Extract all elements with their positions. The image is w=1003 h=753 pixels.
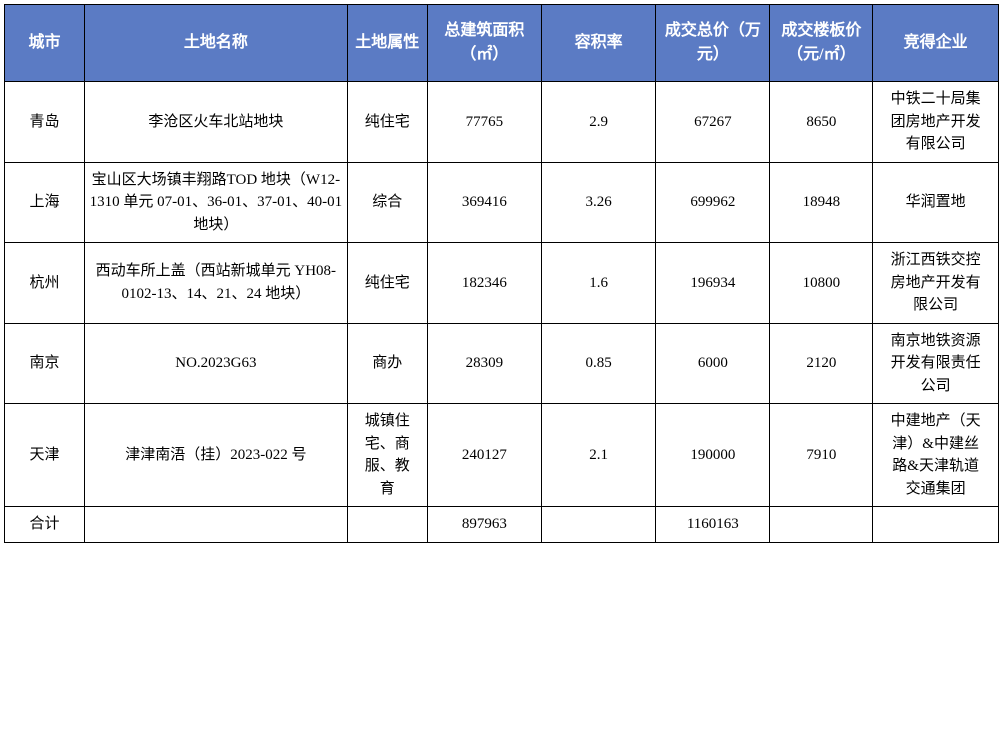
- col-buyer: 竞得企业: [873, 5, 999, 82]
- total-area: 897963: [427, 507, 541, 543]
- cell-ratio: 0.85: [541, 323, 655, 404]
- table-row: 青岛 李沧区火车北站地块 纯住宅 77765 2.9 67267 8650 中铁…: [5, 82, 999, 163]
- col-floor: 成交楼板价（元/㎡）: [770, 5, 873, 82]
- cell-ratio: 2.1: [541, 404, 655, 507]
- cell-price: 6000: [656, 323, 770, 404]
- table-row: 南京 NO.2023G63 商办 28309 0.85 6000 2120 南京…: [5, 323, 999, 404]
- cell-buyer: 中铁二十局集团房地产开发有限公司: [873, 82, 999, 163]
- cell-ratio: 2.9: [541, 82, 655, 163]
- col-attr: 土地属性: [347, 5, 427, 82]
- cell-floor: 2120: [770, 323, 873, 404]
- cell-floor: 7910: [770, 404, 873, 507]
- cell-city: 青岛: [5, 82, 85, 163]
- cell-name: 宝山区大场镇丰翔路TOD 地块（W12-1310 单元 07-01、36-01、…: [84, 162, 347, 243]
- cell-ratio: 1.6: [541, 243, 655, 324]
- total-empty: [84, 507, 347, 543]
- cell-attr: 纯住宅: [347, 82, 427, 163]
- cell-name: 津津南浯（挂）2023-022 号: [84, 404, 347, 507]
- col-ratio: 容积率: [541, 5, 655, 82]
- cell-area: 240127: [427, 404, 541, 507]
- cell-city: 杭州: [5, 243, 85, 324]
- table-row: 天津 津津南浯（挂）2023-022 号 城镇住宅、商服、教育 240127 2…: [5, 404, 999, 507]
- total-empty: [770, 507, 873, 543]
- cell-price: 190000: [656, 404, 770, 507]
- total-price: 1160163: [656, 507, 770, 543]
- cell-attr: 城镇住宅、商服、教育: [347, 404, 427, 507]
- cell-price: 699962: [656, 162, 770, 243]
- col-area: 总建筑面积（㎡）: [427, 5, 541, 82]
- total-empty: [347, 507, 427, 543]
- cell-area: 369416: [427, 162, 541, 243]
- cell-ratio: 3.26: [541, 162, 655, 243]
- land-transaction-table: 城市 土地名称 土地属性 总建筑面积（㎡） 容积率 成交总价（万元） 成交楼板价…: [4, 4, 999, 543]
- cell-city: 南京: [5, 323, 85, 404]
- cell-price: 196934: [656, 243, 770, 324]
- col-city: 城市: [5, 5, 85, 82]
- cell-city: 天津: [5, 404, 85, 507]
- cell-buyer: 浙江西铁交控房地产开发有限公司: [873, 243, 999, 324]
- cell-attr: 纯住宅: [347, 243, 427, 324]
- table-row: 杭州 西动车所上盖（西站新城单元 YH08-0102-13、14、21、24 地…: [5, 243, 999, 324]
- total-empty: [541, 507, 655, 543]
- cell-city: 上海: [5, 162, 85, 243]
- table-row: 上海 宝山区大场镇丰翔路TOD 地块（W12-1310 单元 07-01、36-…: [5, 162, 999, 243]
- col-name: 土地名称: [84, 5, 347, 82]
- cell-buyer: 中建地产（天津）&中建丝路&天津轨道交通集团: [873, 404, 999, 507]
- table-body: 青岛 李沧区火车北站地块 纯住宅 77765 2.9 67267 8650 中铁…: [5, 82, 999, 543]
- cell-area: 77765: [427, 82, 541, 163]
- cell-name: 西动车所上盖（西站新城单元 YH08-0102-13、14、21、24 地块）: [84, 243, 347, 324]
- table-header: 城市 土地名称 土地属性 总建筑面积（㎡） 容积率 成交总价（万元） 成交楼板价…: [5, 5, 999, 82]
- cell-area: 182346: [427, 243, 541, 324]
- total-empty: [873, 507, 999, 543]
- cell-floor: 18948: [770, 162, 873, 243]
- cell-floor: 8650: [770, 82, 873, 163]
- cell-name: NO.2023G63: [84, 323, 347, 404]
- cell-area: 28309: [427, 323, 541, 404]
- cell-buyer: 南京地铁资源开发有限责任公司: [873, 323, 999, 404]
- cell-attr: 商办: [347, 323, 427, 404]
- cell-floor: 10800: [770, 243, 873, 324]
- col-price: 成交总价（万元）: [656, 5, 770, 82]
- cell-name: 李沧区火车北站地块: [84, 82, 347, 163]
- total-label: 合计: [5, 507, 85, 543]
- cell-attr: 综合: [347, 162, 427, 243]
- table-total-row: 合计 897963 1160163: [5, 507, 999, 543]
- cell-buyer: 华润置地: [873, 162, 999, 243]
- cell-price: 67267: [656, 82, 770, 163]
